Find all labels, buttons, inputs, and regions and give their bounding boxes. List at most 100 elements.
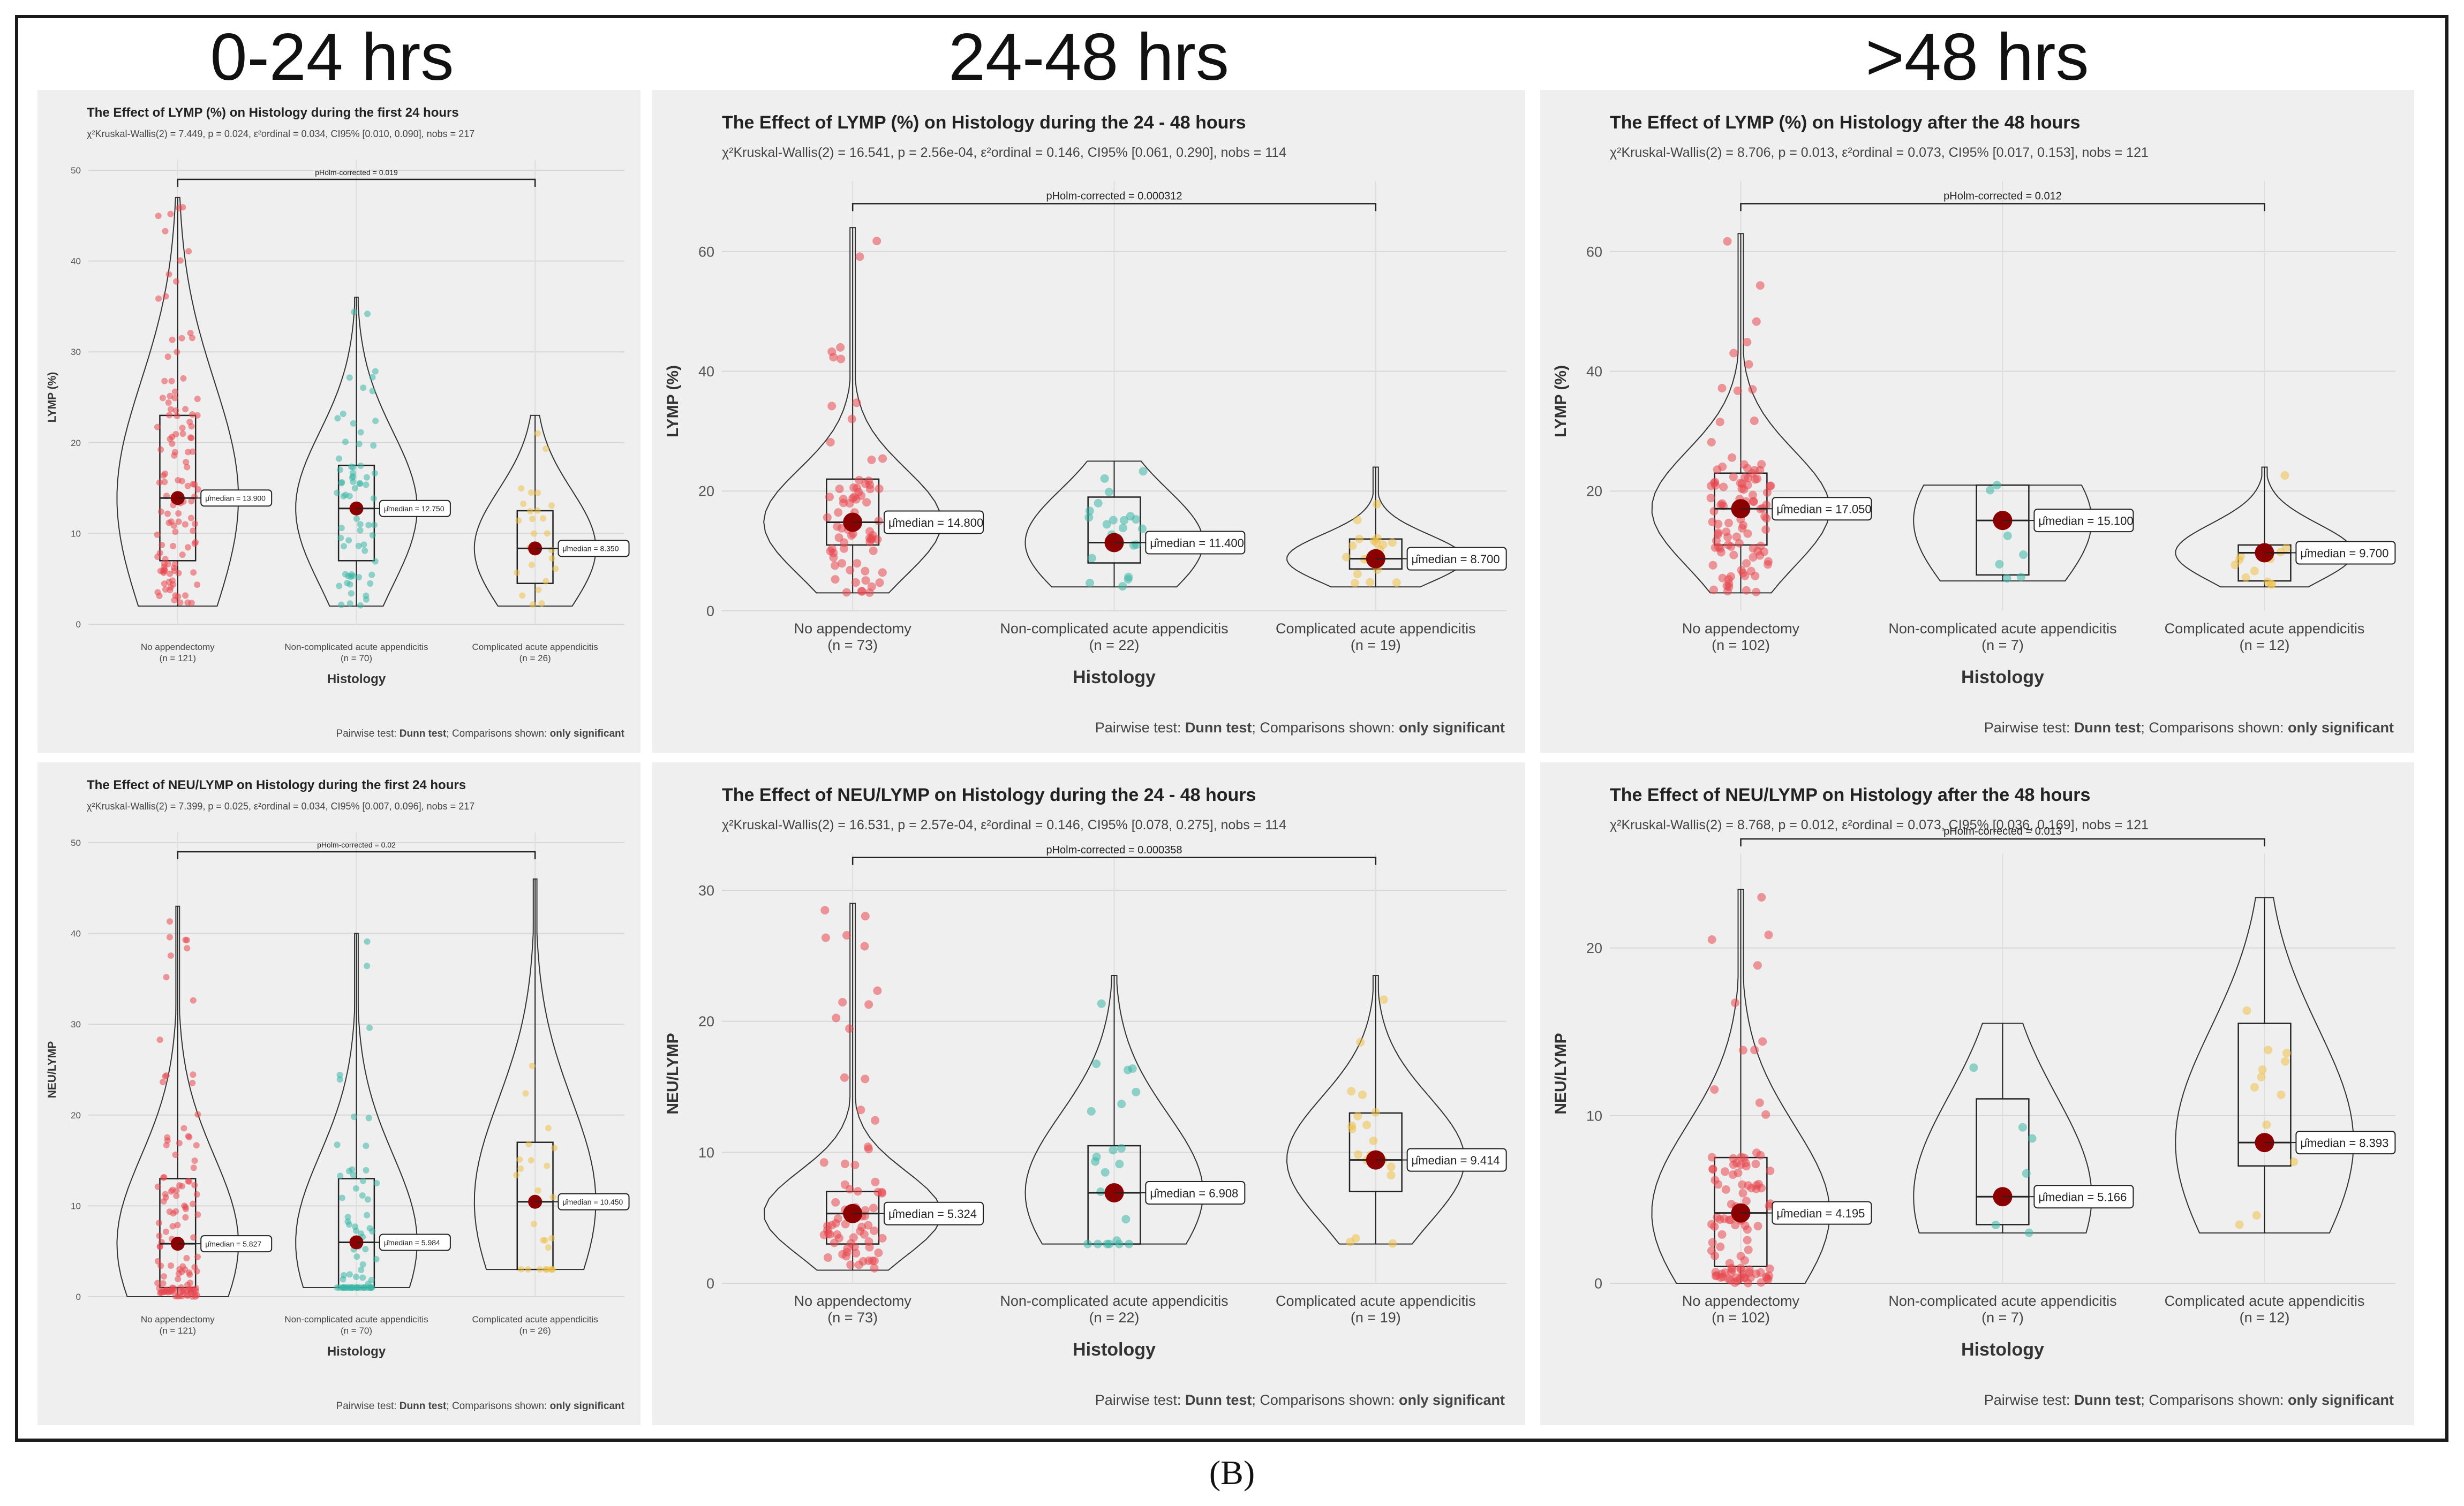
observation-point bbox=[1758, 1037, 1767, 1046]
observation-point bbox=[1138, 524, 1147, 533]
observation-point bbox=[190, 481, 197, 487]
observation-point bbox=[192, 520, 199, 527]
observation-point bbox=[1117, 1100, 1126, 1108]
observation-point bbox=[160, 1079, 167, 1085]
footer-mid: ; Comparisons shown: bbox=[446, 728, 549, 739]
observation-point bbox=[1744, 360, 1753, 369]
observation-point bbox=[1740, 1221, 1750, 1230]
observation-point bbox=[183, 459, 190, 466]
observation-point bbox=[1743, 1236, 1752, 1245]
violin-outline bbox=[473, 878, 597, 1270]
observation-point bbox=[187, 330, 194, 337]
observation-point bbox=[861, 1074, 870, 1084]
observation-point bbox=[1749, 497, 1758, 506]
median-label: μ̂median = 5.324 bbox=[888, 1207, 977, 1221]
observation-point bbox=[535, 586, 542, 593]
observation-point bbox=[190, 1164, 197, 1171]
observation-point bbox=[363, 481, 370, 488]
observation-point bbox=[1346, 1237, 1355, 1246]
observation-point bbox=[1743, 338, 1752, 346]
observation-point bbox=[1084, 513, 1094, 522]
observation-point bbox=[1991, 1221, 2000, 1229]
observation-point bbox=[1721, 1167, 1730, 1176]
observation-point bbox=[1102, 520, 1111, 529]
observation-point bbox=[358, 1230, 365, 1237]
observation-point bbox=[528, 489, 534, 496]
observation-point bbox=[336, 1076, 343, 1083]
observation-point bbox=[1762, 501, 1771, 510]
observation-point bbox=[192, 539, 199, 546]
observation-point bbox=[161, 1174, 168, 1180]
observation-point bbox=[1114, 1239, 1124, 1248]
observation-point bbox=[869, 546, 878, 555]
observation-point bbox=[1764, 930, 1773, 940]
observation-point bbox=[175, 518, 182, 525]
observation-point bbox=[1757, 1184, 1766, 1193]
observation-point bbox=[529, 516, 536, 523]
observation-point bbox=[178, 1293, 185, 1300]
observation-point bbox=[172, 1152, 179, 1158]
pairwise-footer: Pairwise test: Dunn test; Comparisons sh… bbox=[1095, 1392, 1505, 1408]
observation-point bbox=[165, 399, 172, 406]
observation-point bbox=[518, 485, 525, 492]
observation-point bbox=[1736, 479, 1745, 488]
observation-point bbox=[190, 1071, 197, 1078]
chart-svg: The Effect of NEU/LYMP on Histology afte… bbox=[1552, 785, 2396, 1408]
observation-point bbox=[1723, 587, 1732, 596]
median-label-box bbox=[2033, 509, 2134, 533]
observation-point bbox=[364, 938, 371, 945]
y-tick-label: 0 bbox=[76, 1292, 81, 1302]
observation-point bbox=[2236, 551, 2245, 561]
observation-point bbox=[189, 1079, 196, 1086]
observation-point bbox=[1125, 1239, 1134, 1248]
y-axis-label: LYMP (%) bbox=[664, 365, 682, 437]
y-tick-label: 20 bbox=[698, 483, 714, 500]
observation-point bbox=[190, 1200, 197, 1207]
observation-point bbox=[1708, 561, 1717, 570]
observation-point bbox=[154, 531, 161, 538]
observation-point bbox=[875, 484, 884, 493]
x-category-label: No appendectomy bbox=[141, 642, 215, 652]
x-category-label: No appendectomy bbox=[1682, 620, 1800, 637]
observation-point bbox=[1121, 1215, 1131, 1224]
observation-point bbox=[1392, 578, 1401, 587]
observation-point bbox=[344, 1214, 351, 1221]
pairwise-bracket bbox=[177, 178, 536, 187]
footer-prefix: Pairwise test: bbox=[336, 1401, 400, 1412]
observation-point bbox=[162, 586, 169, 593]
observation-point bbox=[2003, 531, 2012, 540]
observation-point bbox=[849, 1233, 858, 1242]
observation-point bbox=[185, 248, 192, 255]
observation-point bbox=[186, 1134, 193, 1140]
observation-point bbox=[157, 446, 164, 453]
observation-point bbox=[164, 353, 171, 360]
observation-point bbox=[185, 1178, 192, 1185]
observation-point bbox=[160, 1280, 167, 1287]
chart-title: The Effect of NEU/LYMP on Histology duri… bbox=[722, 785, 1256, 805]
observation-point bbox=[1120, 516, 1128, 525]
observation-point bbox=[1348, 541, 1357, 550]
observation-point bbox=[337, 1172, 344, 1179]
observation-point bbox=[1766, 1167, 1775, 1175]
observation-point bbox=[355, 542, 362, 549]
observation-point bbox=[334, 1284, 341, 1291]
y-axis-label: NEU/LYMP bbox=[1552, 1033, 1570, 1114]
observation-point bbox=[852, 398, 861, 407]
observation-point bbox=[534, 1187, 541, 1194]
observation-point bbox=[179, 551, 186, 558]
observation-point bbox=[353, 1253, 360, 1260]
observation-point bbox=[372, 418, 379, 425]
observation-point bbox=[161, 377, 168, 384]
observation-point bbox=[190, 569, 197, 576]
observation-point bbox=[840, 538, 849, 547]
observation-point bbox=[169, 1223, 176, 1230]
observation-point bbox=[1757, 1278, 1766, 1287]
observation-point bbox=[162, 1194, 169, 1201]
observation-point bbox=[1092, 1060, 1101, 1068]
median-label-box bbox=[379, 1233, 451, 1251]
observation-point bbox=[1740, 473, 1750, 482]
observation-point bbox=[544, 1162, 551, 1169]
observation-point bbox=[864, 1237, 873, 1246]
observation-point bbox=[545, 1125, 552, 1132]
footer-shown: only significant bbox=[1399, 720, 1505, 736]
